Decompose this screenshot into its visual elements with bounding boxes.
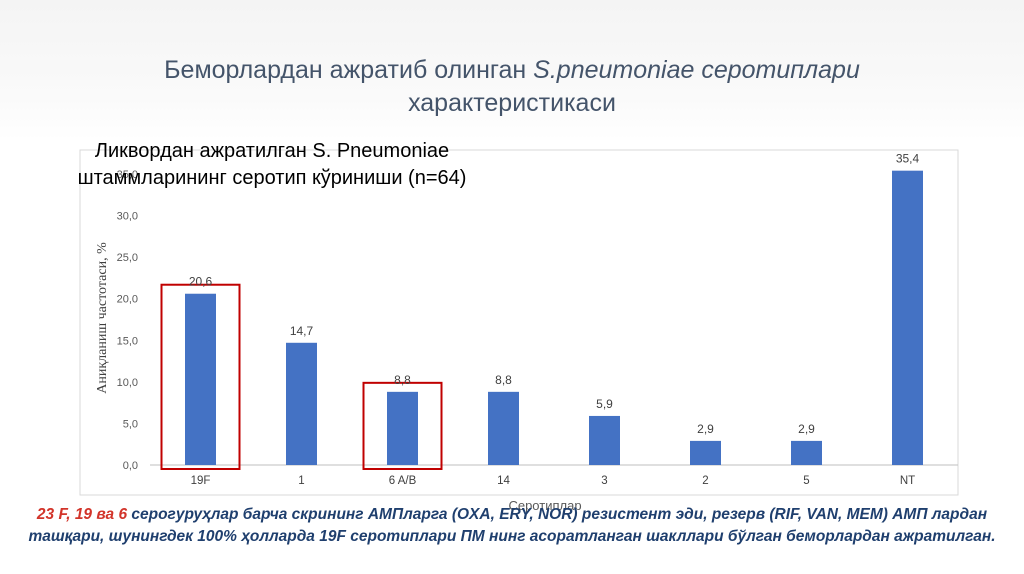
chart-title: Ликвордан ажратилган S. Pneumoniae штамм… [77, 140, 467, 189]
footnote-text: серогуруҳлар барча скрининг АМПларга (OX… [28, 506, 996, 545]
data-label: 8,8 [394, 373, 411, 387]
data-label: 2,9 [697, 422, 714, 436]
y-tick-label: 35,0 [117, 169, 138, 181]
x-tick-label: 2 [702, 475, 708, 487]
data-label: 5,9 [596, 397, 613, 411]
slide-title-italic: S.pneumoniae серотиплари [533, 56, 860, 84]
bar [791, 440, 822, 465]
highlight-box [160, 283, 241, 470]
y-tick-labels: 0,0 5,0 10,0 15,0 20,0 25,0 30,0 35,0 [117, 169, 138, 472]
chart-area-border [79, 149, 959, 496]
data-label: 20,6 [189, 275, 213, 289]
data-label: 14,7 [290, 324, 314, 338]
bar [892, 170, 923, 465]
data-label: 35,4 [896, 152, 920, 166]
x-axis-title: Серотиплар [508, 498, 581, 513]
highlight-box [362, 381, 443, 470]
x-tick-label: 6 A/B [389, 475, 417, 487]
bar [589, 415, 620, 465]
bar [185, 293, 216, 465]
category-labels: 19F 1 6 A/B 14 3 2 5 NT [191, 475, 916, 487]
y-tick-label: 25,0 [117, 252, 138, 264]
x-tick-label: 5 [803, 475, 809, 487]
slide-title-line-1: Беморлардан ажратиб олинган S.pneumoniae… [0, 54, 1024, 87]
y-tick-label: 15,0 [117, 335, 138, 347]
bar [690, 440, 721, 465]
slide-title: Беморлардан ажратиб олинган S.pneumoniae… [0, 54, 1024, 120]
footnote-highlight: 23 F, 19 ва 6 [36, 506, 128, 523]
y-tick-label: 10,0 [117, 377, 138, 389]
x-tick-label: 19F [191, 475, 211, 487]
highlight-boxes [160, 283, 443, 470]
x-tick-label: 1 [298, 475, 304, 487]
footnote: 23 F, 19 ва 6 серогуруҳлар барча скринин… [20, 504, 1004, 548]
slide-title-line-2: характеристикаси [408, 89, 616, 117]
x-tick-label: 14 [497, 475, 510, 487]
y-tick-label: 5,0 [123, 418, 138, 430]
bar [286, 342, 317, 465]
value-labels: 20,6 14,7 8,8 8,8 5,9 2,9 2,9 35,4 [189, 152, 920, 436]
data-label: 2,9 [798, 422, 815, 436]
y-tick-label: 0,0 [123, 460, 138, 472]
bars [185, 170, 923, 465]
title-band [0, 0, 1024, 140]
y-tick-label: 20,0 [117, 294, 138, 306]
x-tick-label: 3 [601, 475, 607, 487]
y-axis-title: Аниқланиш частотаси, % [95, 242, 110, 394]
bar [387, 391, 418, 465]
y-tick-label: 30,0 [117, 211, 138, 223]
data-label: 8,8 [495, 373, 512, 387]
slide-title-text: Беморлардан ажратиб олинган [164, 56, 534, 84]
x-tick-label: NT [900, 475, 915, 487]
bar [488, 391, 519, 465]
